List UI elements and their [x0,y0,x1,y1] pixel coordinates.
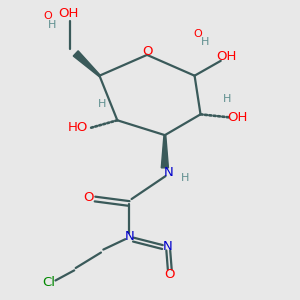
Text: O: O [142,45,152,58]
Text: Cl: Cl [42,276,56,289]
Polygon shape [161,135,168,168]
Text: HO: HO [68,121,88,134]
Text: H: H [98,99,106,109]
Text: H: H [181,173,189,183]
Polygon shape [73,51,100,76]
Text: O: O [83,191,94,204]
Text: O: O [164,268,175,281]
Text: H: H [48,20,56,30]
Text: OH: OH [217,50,237,63]
Text: H: H [201,37,209,46]
Text: N: N [163,240,173,253]
Text: O: O [43,11,52,21]
Text: H: H [223,94,232,104]
Text: N: N [164,166,173,179]
Text: OH: OH [227,111,247,124]
Text: O: O [194,29,203,39]
Text: N: N [124,230,134,243]
Text: OH: OH [58,7,79,20]
